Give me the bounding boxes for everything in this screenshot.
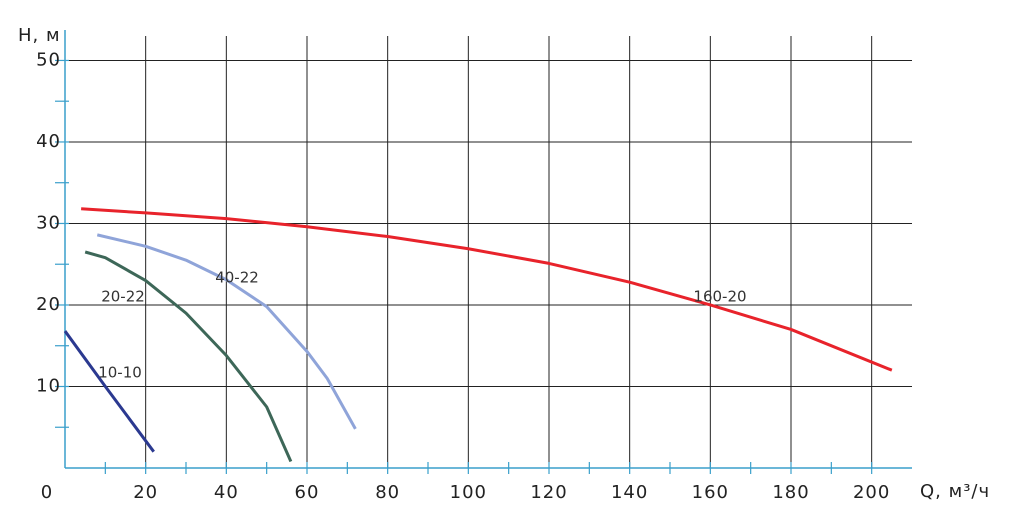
x-tick-label: 100 (450, 482, 487, 503)
series-label: 160-20 (693, 288, 746, 306)
series-line (84, 250, 293, 463)
y-tick-label: 30 (36, 212, 61, 233)
x-tick-label: 140 (611, 482, 648, 503)
series-line (96, 233, 357, 430)
series-label: 20-22 (101, 288, 145, 306)
x-tick-label: 0 (41, 482, 53, 503)
series-label: 40-22 (215, 269, 259, 287)
x-tick-label: 180 (772, 482, 809, 503)
series-line (81, 207, 893, 372)
y-tick-label: 20 (36, 294, 61, 315)
y-tick-label: 50 (36, 49, 61, 70)
y-tick-label: 40 (36, 131, 61, 152)
series-line (63, 330, 155, 453)
x-tick-label: 120 (530, 482, 567, 503)
x-axis-label: Q, м³/ч (920, 481, 990, 502)
x-tick-label: 40 (214, 482, 239, 503)
x-tick-label: 160 (692, 482, 729, 503)
x-tick-label: 80 (375, 482, 400, 503)
series-label: 10-10 (98, 364, 142, 382)
x-tick-label: 200 (853, 482, 890, 503)
y-axis-label: H, м (18, 25, 61, 46)
x-tick-label: 20 (133, 482, 158, 503)
y-tick-label: 10 (36, 375, 61, 396)
x-tick-label: 60 (295, 482, 320, 503)
